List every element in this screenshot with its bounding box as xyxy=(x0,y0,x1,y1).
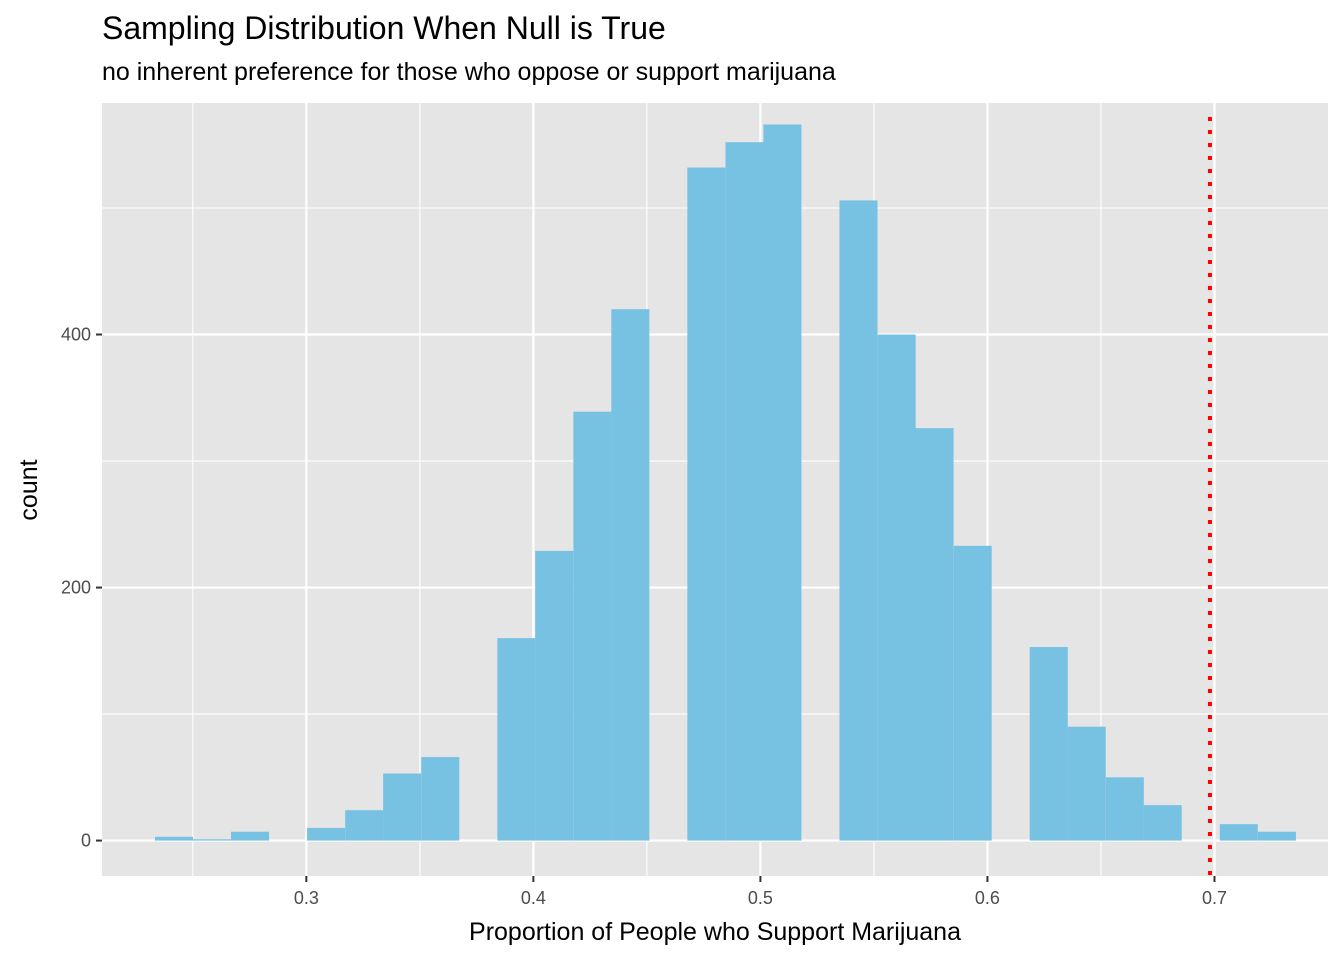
histogram-bar xyxy=(953,545,992,841)
histogram-bar xyxy=(725,142,764,841)
y-tick-label: 0 xyxy=(81,831,91,851)
histogram-bar xyxy=(763,124,802,841)
y-axis-title: count xyxy=(15,459,43,520)
histogram-bar xyxy=(877,334,916,841)
histogram-bar xyxy=(231,831,270,841)
histogram-bar xyxy=(1257,831,1296,841)
histogram-bar xyxy=(611,309,650,841)
histogram-bar xyxy=(383,773,422,841)
chart-subtitle: no inherent preference for those who opp… xyxy=(102,58,836,86)
histogram-bar xyxy=(1143,805,1182,841)
y-tick-label: 400 xyxy=(61,325,91,345)
x-tick-label: 0.4 xyxy=(521,888,546,908)
histogram-bar xyxy=(1105,777,1144,841)
x-axis-title: Proportion of People who Support Marijua… xyxy=(469,918,961,946)
histogram-bar xyxy=(1067,726,1106,841)
x-tick-label: 0.6 xyxy=(975,888,1000,908)
histogram-bar xyxy=(345,810,384,841)
histogram-bar xyxy=(307,827,346,841)
histogram-bar xyxy=(497,638,536,841)
histogram-bar xyxy=(421,757,460,841)
histogram-bar xyxy=(193,839,232,841)
histogram-bar xyxy=(1029,647,1068,841)
histogram-bar xyxy=(535,550,574,841)
x-tick-label: 0.5 xyxy=(748,888,773,908)
histogram-bar xyxy=(915,428,954,841)
x-tick-label: 0.7 xyxy=(1202,888,1227,908)
histogram-bar xyxy=(839,200,878,841)
histogram-bar xyxy=(154,836,193,841)
y-tick-label: 200 xyxy=(61,578,91,598)
histogram-bar xyxy=(687,167,726,841)
histogram-bar xyxy=(573,411,612,841)
histogram-bar xyxy=(1219,824,1258,841)
chart-title: Sampling Distribution When Null is True xyxy=(102,10,666,46)
x-tick-label: 0.3 xyxy=(294,888,319,908)
